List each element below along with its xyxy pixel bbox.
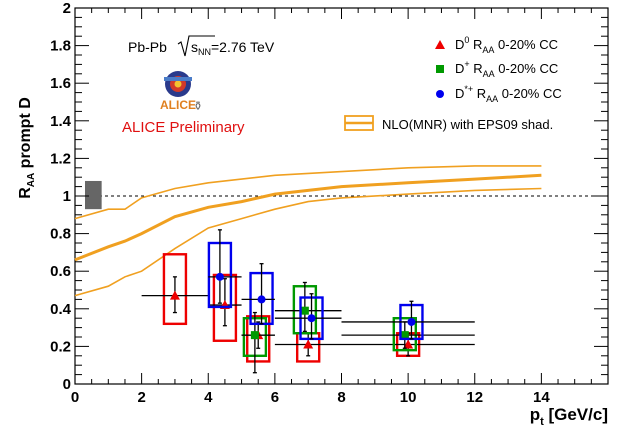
x-tick-label-4: 8 [337,389,345,406]
energy-s: s [191,39,198,55]
axis-ticks-layer [74,7,609,385]
y-tick-label-1: 0.2 [50,338,71,355]
x-axis-title: pt [GeV/c] [530,405,608,428]
y-axis-title-sub: AA [26,173,37,187]
data-point-2-3 [407,317,416,326]
sys-box-0-2 [246,315,271,363]
x-tick-label-2: 4 [204,389,213,406]
x-tick-label-5: 10 [400,389,417,406]
data-point-2-2 [307,314,316,323]
data-point-2-0 [215,272,224,281]
x-tick-label-7: 14 [533,389,550,406]
legend-marker-dstar [436,90,444,98]
y-tick-label-10: 2 [63,0,71,17]
energy-sub: NN [198,47,211,57]
data-point-0-4 [403,339,414,349]
sys-box-0-0 [162,253,188,326]
y-tick-label-7: 1.4 [50,113,72,130]
data-point-0-0 [169,290,180,300]
energy-value: =2.76 TeV [211,39,275,55]
y-tick-label-2: 0.4 [50,301,72,318]
x-tick-label-6: 12 [466,389,483,406]
data-point-0-3 [303,339,314,349]
tick-labels-layer: 0 2 4 6 8 10 12 14 0 0.2 0.4 0.6 0.8 1 1.2 1.4 1.6 1.8 2 [50,0,550,406]
legend-label-model: NLO(MNR) with EPS09 shad. [382,117,553,132]
data-point-1-2 [400,331,409,340]
model-band-central [74,173,542,262]
data-points-layer [141,229,475,374]
y-tick-label-3: 0.6 [50,263,71,280]
y-tick-label-9: 1.8 [50,38,71,55]
y-tick-label-8: 1.6 [50,75,71,92]
svg-text:Pb-Pb: Pb-Pb [128,39,167,55]
model-band-upper [74,165,542,220]
legend-label-d0: D0 RAA 0-20% CC [455,35,558,55]
model-band-lower [74,187,542,297]
svg-text:⚱: ⚱ [193,99,203,113]
normalization-uncertainty-box [84,180,102,210]
legend: D0 RAA 0-20% CC D+ RAA 0-20% CC D*+ RAA 0-… [344,35,562,132]
preliminary-label: ALICE Preliminary [122,119,245,136]
data-point-1-0 [250,331,259,340]
model-band-layer [74,165,542,297]
alice-logo-text: ALICE [160,98,196,112]
y-tick-label-0: 0 [63,376,71,393]
y-tick-label-5: 1 [63,188,71,205]
sqrt-symbol [177,35,215,57]
x-tick-label-1: 2 [137,389,145,406]
legend-marker-d0 [435,40,445,49]
legend-label-dplus: D+ RAA 0-20% CC [455,59,558,79]
system-annotation: Pb-Pb sNN=2.76 TeV [128,35,275,57]
alice-logo: ALICE ⚱ [160,71,203,113]
y-tick-label-4: 0.8 [50,226,71,243]
reference-layer [75,180,608,210]
data-point-1-1 [300,306,309,315]
x-tick-label-3: 6 [271,389,279,406]
y-axis-title: RAA prompt D [17,97,37,199]
legend-label-dstar: D*+ RAA 0-20% CC [455,84,562,104]
data-point-2-1 [257,295,266,304]
y-tick-label-6: 1.2 [50,150,71,167]
svg-text:sNN=2.76 TeV: sNN=2.76 TeV [191,39,275,57]
system-label: Pb-Pb [128,39,167,55]
legend-marker-dplus [436,65,444,73]
sys-box-1-2 [392,317,417,352]
x-tick-label-0: 0 [71,389,79,406]
